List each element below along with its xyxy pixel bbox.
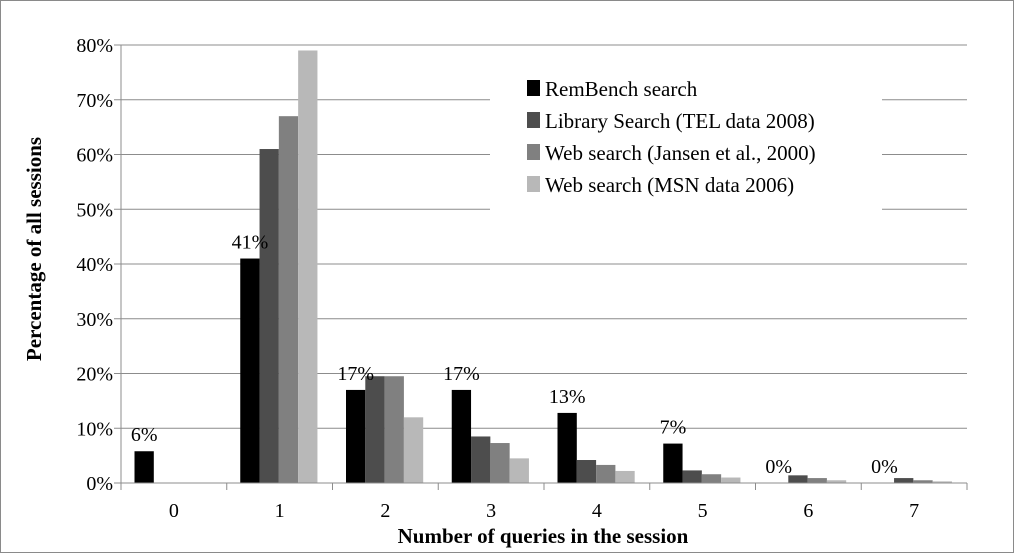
bars-group	[134, 50, 952, 484]
x-tick-label: 2	[380, 500, 390, 522]
x-axis-title: Number of queries in the session	[398, 524, 689, 548]
x-tick-label: 0	[169, 500, 179, 522]
y-axis-title: Percentage of all sessions	[22, 137, 46, 361]
data-label: 0%	[765, 456, 792, 478]
bar	[576, 460, 597, 483]
bar	[788, 475, 808, 483]
bar	[365, 376, 385, 483]
y-tick-label: 60%	[76, 145, 113, 167]
data-label: 6%	[131, 424, 158, 446]
bar	[913, 480, 933, 483]
data-label: 17%	[443, 363, 480, 385]
data-labels-group: 6% 41% 17% 17% 13% 7% 0% 0%	[131, 232, 898, 478]
y-tick-label: 80%	[76, 35, 113, 57]
bar	[932, 481, 952, 483]
x-axis: 0 1 2 3 4 5 6 7	[120, 482, 968, 522]
bar	[471, 436, 491, 483]
x-tick-label: 4	[592, 500, 602, 522]
bar	[259, 149, 279, 483]
bar	[807, 478, 827, 483]
y-axis: 0% 10% 20% 30% 40% 50% 60% 70% 80%	[76, 35, 122, 495]
legend-label: Web search (MSN data 2006)	[545, 173, 794, 197]
bar	[298, 50, 318, 483]
y-tick-label: 50%	[76, 199, 113, 221]
bar	[721, 477, 741, 483]
bar	[451, 389, 472, 483]
legend-swatch	[527, 80, 540, 96]
legend-label: Library Search (TEL data 2008)	[545, 109, 815, 133]
x-tick-label: 6	[803, 500, 813, 522]
y-tick-label: 20%	[76, 364, 113, 386]
y-tick-label: 0%	[86, 473, 113, 495]
bar	[509, 458, 529, 483]
legend-box	[490, 62, 882, 214]
legend-swatch	[527, 176, 540, 192]
bar	[240, 258, 260, 483]
bar	[663, 443, 683, 483]
legend: RemBench search Library Search (TEL data …	[527, 77, 816, 197]
y-tick-label: 40%	[76, 254, 113, 276]
y-tick-label: 30%	[76, 309, 113, 331]
bar	[596, 464, 616, 483]
legend-label: Web search (Jansen et al., 2000)	[545, 141, 816, 165]
x-tick-label: 3	[486, 500, 496, 522]
bar	[557, 412, 577, 483]
bar	[134, 451, 154, 483]
bar	[278, 116, 299, 484]
bar	[894, 478, 914, 483]
bar	[346, 389, 366, 483]
x-tick-label: 1	[275, 500, 285, 522]
data-label: 0%	[871, 456, 898, 478]
bar	[615, 470, 635, 483]
bar	[490, 443, 510, 483]
legend-label: RemBench search	[545, 77, 698, 101]
bar	[701, 474, 722, 483]
legend-swatch	[527, 144, 540, 160]
bar	[826, 480, 847, 483]
x-tick-label: 7	[909, 500, 919, 522]
y-tick-label: 10%	[76, 418, 113, 440]
x-tick-label: 5	[698, 500, 708, 522]
y-tick-label: 70%	[76, 90, 113, 112]
bar	[682, 470, 702, 483]
bar	[403, 417, 424, 483]
bar	[384, 376, 404, 483]
data-label: 17%	[337, 363, 374, 385]
data-label: 7%	[660, 417, 687, 439]
legend-swatch	[527, 112, 540, 128]
data-label: 41%	[232, 232, 269, 254]
data-label: 13%	[549, 386, 586, 408]
